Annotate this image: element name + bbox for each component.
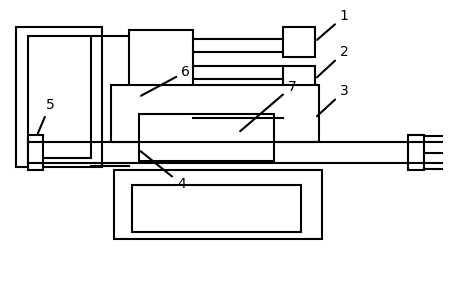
FancyBboxPatch shape — [284, 105, 315, 135]
Text: 6: 6 — [141, 65, 191, 96]
FancyBboxPatch shape — [16, 27, 102, 167]
FancyBboxPatch shape — [132, 185, 301, 232]
Text: 2: 2 — [317, 45, 349, 77]
Text: 5: 5 — [38, 98, 55, 134]
Text: 3: 3 — [317, 84, 349, 116]
FancyBboxPatch shape — [27, 36, 91, 159]
FancyBboxPatch shape — [284, 66, 315, 95]
Text: 7: 7 — [240, 80, 297, 131]
FancyBboxPatch shape — [111, 85, 320, 142]
FancyBboxPatch shape — [408, 135, 424, 170]
FancyBboxPatch shape — [130, 30, 193, 135]
FancyBboxPatch shape — [114, 170, 322, 239]
FancyBboxPatch shape — [27, 135, 44, 170]
Text: 4: 4 — [141, 151, 185, 191]
FancyBboxPatch shape — [284, 27, 315, 57]
FancyBboxPatch shape — [138, 113, 274, 161]
Text: 1: 1 — [317, 9, 349, 40]
